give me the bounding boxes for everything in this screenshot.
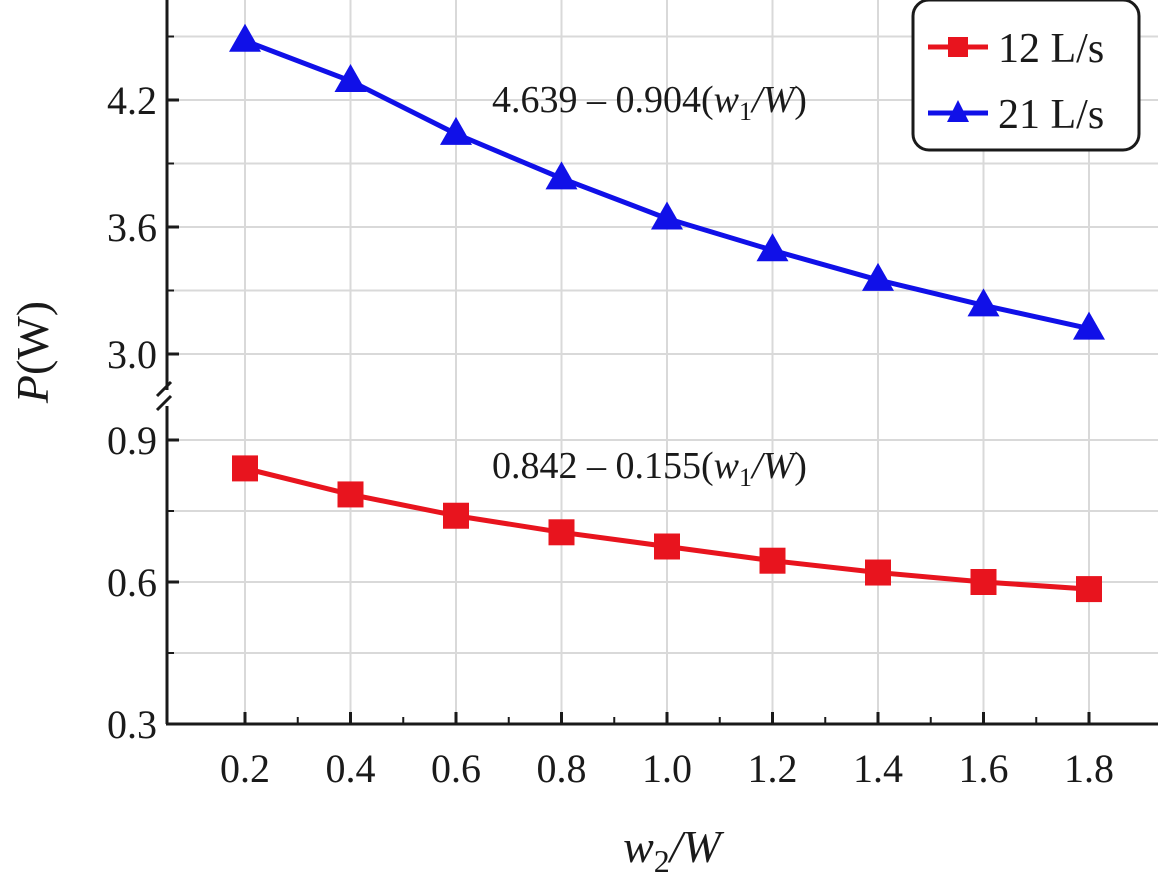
- x-tick-label: 1.0: [642, 746, 692, 791]
- data-point-21-l-s: [967, 288, 1000, 317]
- data-point-12-l-s: [654, 533, 680, 560]
- y-tick-label: 4.2: [107, 78, 157, 123]
- data-point-21-l-s: [862, 262, 894, 291]
- legend-label-21-ls: 21 L/s: [998, 92, 1104, 138]
- data-point-21-l-s: [651, 201, 683, 230]
- legend: 12 L/s 21 L/s: [911, 0, 1141, 152]
- data-point-12-l-s: [443, 502, 469, 529]
- x-tick-label: 1.6: [959, 746, 1009, 791]
- legend-entry-21-ls: 21 L/s: [928, 92, 1104, 138]
- data-point-12-l-s: [970, 569, 997, 595]
- y-tick-label: 0.3: [107, 702, 157, 747]
- annotation-upper: 4.639 – 0.904(w1/W): [492, 79, 807, 126]
- axes: [155, 0, 1158, 726]
- x-tick-label: 0.6: [431, 746, 481, 791]
- annotation-lower: 0.842 – 0.155(w1/W): [492, 445, 807, 492]
- y-tick-label: 0.6: [107, 560, 157, 605]
- data-point-21-l-s: [1073, 311, 1105, 340]
- legend-marker-12-ls: [948, 37, 968, 57]
- y-tick-label: 3.6: [107, 205, 157, 250]
- x-tick-label: 0.4: [326, 746, 376, 791]
- x-tick-label: 1.8: [1064, 746, 1114, 791]
- data-point-12-l-s: [232, 455, 258, 482]
- data-point-21-l-s: [229, 23, 261, 52]
- legend-marker-21-ls: [947, 100, 969, 122]
- data-point-12-l-s: [865, 559, 891, 586]
- axis-break-mark: [155, 380, 173, 398]
- data-point-12-l-s: [759, 547, 786, 574]
- x-tick-label: 0.2: [220, 746, 270, 791]
- data-point-21-l-s: [334, 63, 367, 92]
- data-point-12-l-s: [337, 481, 364, 508]
- x-tick-label: 1.4: [853, 746, 903, 791]
- legend-entry-12-ls: 12 L/s: [928, 26, 1104, 72]
- ticks: 3.0 3.6 4.2 0.3 0.6 0.9 0.2 0.4 0.6 0.8 1.0 1.2 1.4 1…: [107, 35, 1114, 791]
- data-point-21-l-s: [440, 116, 472, 145]
- data-point-12-l-s: [1076, 576, 1102, 603]
- legend-label-12-ls: 12 L/s: [998, 26, 1104, 72]
- series-layer: [229, 23, 1105, 603]
- y-axis-title: P(W): [7, 301, 58, 404]
- x-axis-title: w2/W: [623, 821, 724, 876]
- data-point-12-l-s: [548, 519, 575, 546]
- data-point-21-l-s: [545, 161, 578, 190]
- x-tick-label: 0.8: [537, 746, 587, 791]
- y-tick-label: 0.9: [107, 418, 157, 463]
- y-tick-label: 3.0: [107, 332, 157, 377]
- axis-break-mark: [155, 394, 173, 412]
- data-point-21-l-s: [756, 233, 789, 262]
- x-tick-label: 1.2: [748, 746, 798, 791]
